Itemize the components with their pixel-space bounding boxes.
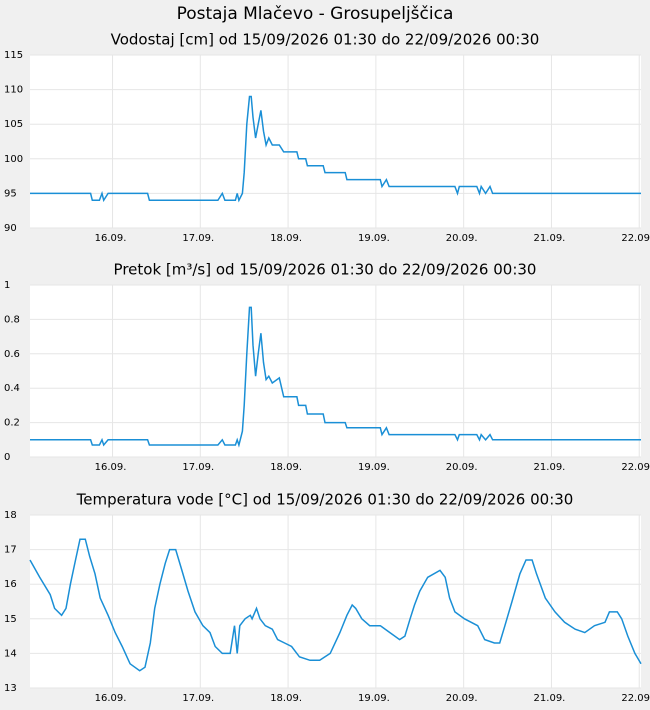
y-tick-label: 100 xyxy=(4,154,23,165)
x-tick-label: 16.09. xyxy=(95,693,127,704)
x-tick-label: 16.09. xyxy=(95,233,127,244)
y-tick-label: 13 xyxy=(4,683,17,694)
y-tick-label: 0.6 xyxy=(4,349,20,360)
y-tick-label: 17 xyxy=(4,545,17,556)
plot-area xyxy=(30,515,641,688)
x-tick-label: 20.09. xyxy=(446,462,478,473)
page-title: Postaja Mlačevo - Grosupeljščica xyxy=(177,4,454,24)
data-line xyxy=(30,306,641,448)
y-tick-label: 0.2 xyxy=(4,418,20,429)
x-tick-label: 20.09. xyxy=(446,693,478,704)
x-tick-label: 22.09. xyxy=(621,462,650,473)
x-tick-label: 21.09. xyxy=(534,462,566,473)
x-tick-label: 18.09. xyxy=(270,462,302,473)
y-tick-label: 115 xyxy=(4,50,23,61)
chart-title: Temperatura vode [°C] od 15/09/2026 01:3… xyxy=(76,491,574,509)
x-tick-label: 17.09. xyxy=(182,693,214,704)
x-tick-label: 22.09. xyxy=(621,693,650,704)
x-tick-label: 17.09. xyxy=(182,233,214,244)
y-tick-label: 0 xyxy=(4,452,10,463)
y-tick-label: 15 xyxy=(4,614,17,625)
x-tick-label: 18.09. xyxy=(270,693,302,704)
x-tick-label: 19.09. xyxy=(358,233,390,244)
x-tick-label: 21.09. xyxy=(534,693,566,704)
y-tick-label: 90 xyxy=(4,223,17,234)
y-tick-label: 95 xyxy=(4,188,17,199)
x-tick-label: 20.09. xyxy=(446,233,478,244)
y-tick-label: 0.8 xyxy=(4,314,20,325)
x-tick-label: 22.09. xyxy=(621,233,650,244)
x-tick-label: 16.09. xyxy=(95,462,127,473)
data-line xyxy=(29,538,642,672)
y-tick-label: 18 xyxy=(4,510,17,521)
y-tick-label: 110 xyxy=(4,85,23,96)
y-tick-label: 1 xyxy=(4,280,10,291)
chart-title: Vodostaj [cm] od 15/09/2026 01:30 do 22/… xyxy=(111,31,540,49)
y-tick-label: 14 xyxy=(4,648,17,659)
chart-title: Pretok [m³/s] od 15/09/2026 01:30 do 22/… xyxy=(114,261,537,279)
x-tick-label: 21.09. xyxy=(534,233,566,244)
data-line xyxy=(30,95,641,203)
plot-area xyxy=(30,55,641,228)
x-tick-label: 19.09. xyxy=(358,462,390,473)
y-tick-label: 105 xyxy=(4,119,23,130)
x-tick-label: 17.09. xyxy=(182,462,214,473)
x-tick-label: 18.09. xyxy=(270,233,302,244)
plot-area xyxy=(30,285,641,457)
y-tick-label: 16 xyxy=(4,579,17,590)
x-tick-label: 19.09. xyxy=(358,693,390,704)
y-tick-label: 0.4 xyxy=(4,383,20,394)
